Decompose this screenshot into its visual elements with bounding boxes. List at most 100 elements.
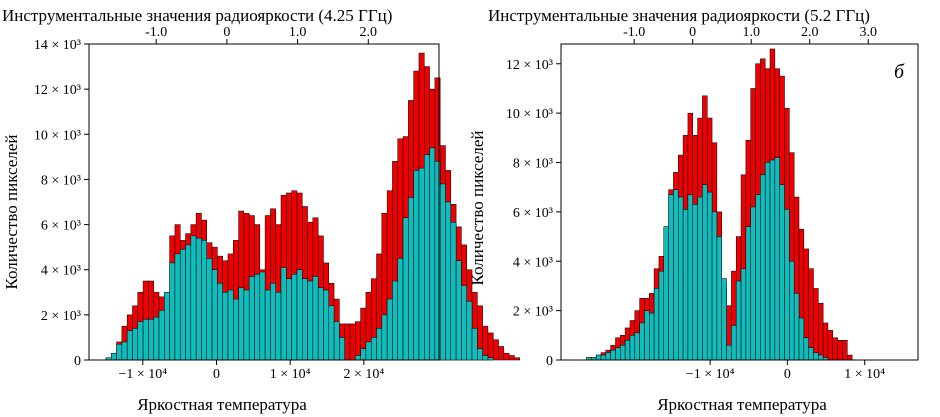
- panel-b-cyan-bar: [687, 194, 693, 361]
- panel-a-x-tick-label: 0: [213, 367, 220, 382]
- panel-a-red-bar: [349, 323, 356, 361]
- panel-a-cyan-bar: [254, 273, 261, 361]
- panel-b-cyan-bar: [721, 278, 727, 361]
- panel-b-cyan-bar: [639, 322, 645, 361]
- panel-b-cyan-bar: [774, 157, 780, 361]
- panel-a-cyan-bar: [211, 269, 218, 361]
- panel-a-red-bar: [508, 355, 515, 361]
- panel-a-cyan-bar: [111, 352, 117, 361]
- panel-b-top-tick-label: 1.0: [742, 25, 760, 40]
- panel-a-cyan-bar: [365, 341, 372, 361]
- panel-a-y-tick-label: 2 × 10³: [41, 309, 81, 324]
- panel-a-title: Инструментальные значения радиояркости (…: [2, 6, 392, 25]
- panel-a-cyan-bar: [243, 289, 250, 361]
- panel-a-cyan-bar: [174, 253, 181, 361]
- panel-b-cyan-bar: [750, 206, 756, 361]
- panel-b-letter: б: [894, 61, 905, 83]
- panel-a-cyan-bar: [328, 305, 335, 361]
- panel-a-cyan-bar: [185, 244, 192, 361]
- panel-b-cyan-bar: [764, 162, 771, 361]
- panel-b: Инструментальные значения радиояркости (…: [468, 6, 919, 414]
- panel-b-red-bar: [847, 354, 853, 361]
- panel-a-cyan-bar: [408, 197, 414, 361]
- panel-a-cyan-bar: [280, 267, 287, 361]
- panel-b-x-axis-label: Яркостная температура: [657, 395, 827, 414]
- panel-b-cyan-bar: [789, 261, 795, 361]
- panel-a-x-tick-label: −1 × 10⁴: [118, 367, 167, 382]
- panel-b-cyan-bar: [634, 332, 640, 361]
- panel-b-cyan-bar: [615, 347, 621, 361]
- panel-a-cyan-bar: [158, 310, 165, 361]
- panel-b-cyan-bar: [793, 293, 800, 361]
- panel-b-red-bar: [808, 268, 814, 361]
- panel-a-cyan-bar: [339, 337, 345, 361]
- panel-a-cyan-bar: [195, 237, 202, 361]
- panel-a-ticks: −1 × 10⁴ 0 1 × 10⁴ 2 × 10⁴ 0 2 × 10³ 4 × 10³ 6 …: [34, 25, 384, 382]
- panel-a-cyan-bar: [429, 147, 436, 361]
- panel-a-cyan-bar: [148, 319, 154, 361]
- panel-a-cyan-bar: [418, 167, 425, 361]
- panel-a: Инструментальные значения радиояркости (…: [2, 6, 521, 414]
- panel-a-cyan-bar: [217, 283, 223, 361]
- panel-a-cyan-bar: [248, 276, 255, 361]
- panel-a-red-bar: [514, 357, 521, 361]
- panel-a-cyan-bar: [392, 280, 398, 361]
- panel-a-y-tick-label: 14 × 10³: [34, 38, 81, 53]
- panel-b-y-tick-label: 12 × 10³: [506, 58, 553, 73]
- panel-a-cyan-bar: [323, 289, 330, 361]
- panel-b-cyan-bar: [769, 159, 776, 361]
- panel-a-y-tick-label: 10 × 10³: [34, 128, 81, 143]
- panel-b-y-tick-label: 0: [546, 354, 553, 369]
- panel-a-cyan-bar: [360, 348, 367, 361]
- panel-a-cyan-bar: [264, 289, 271, 361]
- panel-a-cyan-bar: [291, 273, 298, 361]
- panel-a-y-tick-label: 0: [74, 354, 81, 369]
- panel-a-cyan-bar: [301, 278, 308, 361]
- panel-b-cyan-bar: [692, 204, 698, 361]
- panel-b-cyan-bar: [620, 344, 626, 361]
- panel-b-cyan-bar: [629, 335, 636, 361]
- panel-b-y-tick-label: 8 × 10³: [513, 157, 553, 172]
- panel-a-x-tick-label: 2 × 10⁴: [343, 367, 384, 382]
- panel-a-cyan-bar: [286, 278, 292, 361]
- panel-b-cyan-bar: [798, 317, 805, 361]
- panel-b-red-bar: [813, 288, 819, 361]
- panel-b-cyan-bar: [818, 354, 824, 361]
- panel-a-x-axis-label: Яркостная температура: [137, 395, 307, 414]
- panel-a-cyan-bar: [445, 201, 452, 361]
- panel-a-cyan-bar: [132, 328, 139, 361]
- panel-a-cyan-bar: [201, 240, 208, 361]
- panel-a-top-tick-label: 1.0: [289, 25, 307, 40]
- panel-a-cyan-bar: [376, 328, 383, 361]
- panel-b-cyan-bar: [726, 344, 732, 361]
- panel-b-cyan-bar: [697, 196, 703, 361]
- panel-b-cyan-bar: [735, 280, 742, 361]
- panel-b-cyan-bar: [610, 349, 616, 361]
- panel-b-cyan-bar: [682, 209, 689, 361]
- panel-b-y-axis-label: Количество пикселей: [468, 131, 487, 286]
- panel-a-cyan-bar: [121, 341, 128, 361]
- panel-a-cyan-bar: [126, 330, 133, 361]
- panel-b-cyan-bar: [813, 352, 819, 361]
- panel-b-cyan-bar: [668, 194, 674, 361]
- panel-b-y-tick-label: 6 × 10³: [513, 206, 553, 221]
- panel-b-y-tick-label: 4 × 10³: [513, 255, 553, 270]
- panel-a-cyan-bar: [424, 154, 430, 361]
- panel-a-y-tick-label: 4 × 10³: [41, 264, 81, 279]
- panel-a-top-tick-label: -1.0: [145, 25, 167, 40]
- panel-a-cyan-bar: [275, 292, 282, 361]
- panel-b-cyan-bar: [716, 236, 722, 361]
- panel-a-cyan-bar: [477, 348, 483, 361]
- panel-a-red-bar: [355, 321, 361, 361]
- panel-b-cyan-bar: [600, 354, 607, 361]
- panel-a-cyan-bar: [355, 355, 361, 361]
- panel-b-title: Инструментальные значения радиояркости (…: [488, 6, 870, 25]
- panel-b-bars: [586, 48, 853, 361]
- panel-b-cyan-bar: [663, 226, 669, 361]
- panel-a-cyan-bar: [482, 355, 489, 361]
- panel-b-cyan-bar: [595, 354, 602, 361]
- panel-a-cyan-bar: [190, 235, 197, 361]
- panel-a-red-bar: [503, 352, 510, 361]
- panel-b-cyan-bar: [731, 325, 737, 361]
